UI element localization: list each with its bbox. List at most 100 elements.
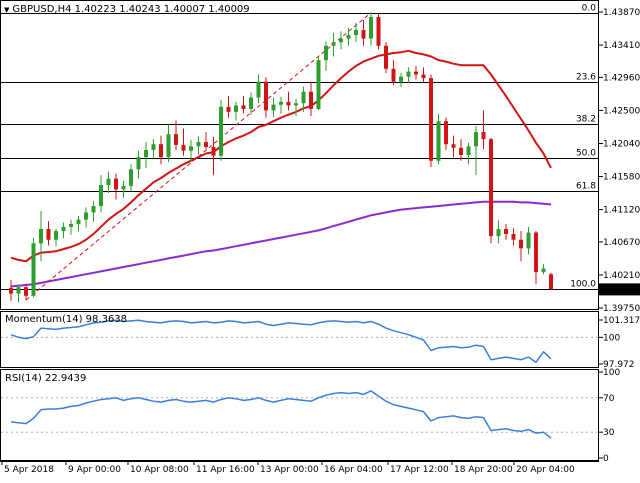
time-tick-label: 17 Apr 12:00 [390,465,449,475]
candle-body [309,91,313,109]
candle-body [316,60,321,109]
candle [309,81,313,117]
candle-body [511,234,516,240]
candle [444,117,448,150]
price-tick-label: 1.41580 [603,173,640,183]
candle [54,228,58,247]
candle [391,60,396,86]
candle-body [31,243,36,296]
candle-body [406,71,411,77]
price-tick-label: 1.39750 [603,304,640,314]
candle-body [391,68,396,82]
rsi-pane[interactable] [0,369,599,461]
rsi-polyline [10,390,552,439]
candle-body [166,134,171,158]
rsi-tick-label: 30 [603,428,615,438]
candle [466,142,471,165]
candle [264,77,268,118]
candle-body [339,38,343,43]
candle [324,41,328,71]
momentum-tick-label: 97.972 [603,360,635,370]
candle-body [286,101,291,106]
candle-body [324,45,328,61]
candle-body [519,239,523,249]
candle-body [241,105,246,109]
candle [234,101,238,121]
candle-body [496,228,501,237]
candle-body [534,232,538,273]
price-tick-label: 1.43410 [603,41,640,51]
ohlc-high: 1.40243 [119,4,161,15]
candle-body [504,228,508,234]
candle-body [204,142,208,148]
dropdown-triangle-icon[interactable]: ▼ [4,6,10,14]
candle [496,220,501,244]
candle [166,124,171,163]
candle [256,74,261,104]
candle-body [159,144,163,158]
candle [174,120,178,150]
candle-body [16,287,21,294]
candle-body [196,142,201,147]
fibo-trendline [25,12,372,301]
candle [399,73,403,87]
candle [354,22,358,43]
time-tick-label: 18 Apr 20:00 [454,465,513,475]
candle [241,96,246,114]
candle-body [211,147,216,156]
candle-body [61,226,66,232]
candle-body [354,29,358,35]
candle-body [451,144,456,148]
candle [346,27,351,46]
candle [286,91,291,111]
price-pane[interactable] [0,0,599,310]
candle-body [114,178,118,190]
price-tick-label: 1.42500 [603,106,640,116]
rsi-axis: 100 70 30 0 [599,368,620,464]
candle [114,173,118,200]
ma-fast-line [10,49,552,263]
ma-slow-line [10,200,552,288]
candle [549,272,553,290]
candle-body [219,106,223,156]
candle-body [9,287,13,294]
candle [61,222,66,239]
candle-body [541,268,546,273]
candle [451,135,456,158]
fibo-label-4: 61.8 [576,182,596,192]
candle [24,283,28,301]
candle-body [436,121,441,161]
candle [459,139,463,161]
momentum-tick-label: 101.3175 [603,316,640,326]
rsi-line [10,390,552,439]
candles[interactable] [9,12,553,303]
candle-body [84,212,88,220]
candle-body [459,147,463,155]
candle-body [226,106,231,112]
momentum-title: Momentum(14) 98.3638 [5,314,128,325]
fibo-layer: 0.0 23.6 38.2 50.0 61.8 100.0 [0,4,599,290]
candle [504,223,508,240]
momentum-pane[interactable] [0,311,599,368]
candle [151,139,156,159]
candle [226,96,231,118]
candle [46,221,51,246]
candle-body [421,74,426,79]
momentum-tick-label: 100 [603,333,620,343]
candle-body [271,104,276,111]
candle [189,139,193,163]
candle [129,164,133,192]
momentum-polyline [10,319,552,364]
price-tick-label: 1.41120 [603,206,640,216]
fibo-label-2: 38.2 [576,115,596,125]
current-price-label: 1.40009 [601,285,638,295]
candle [84,207,88,228]
candle [429,74,433,168]
candle-body [129,169,133,186]
candle [181,128,186,156]
candle [31,238,36,298]
ohlc-open: 1.40223 [74,4,117,15]
candle [481,110,486,150]
